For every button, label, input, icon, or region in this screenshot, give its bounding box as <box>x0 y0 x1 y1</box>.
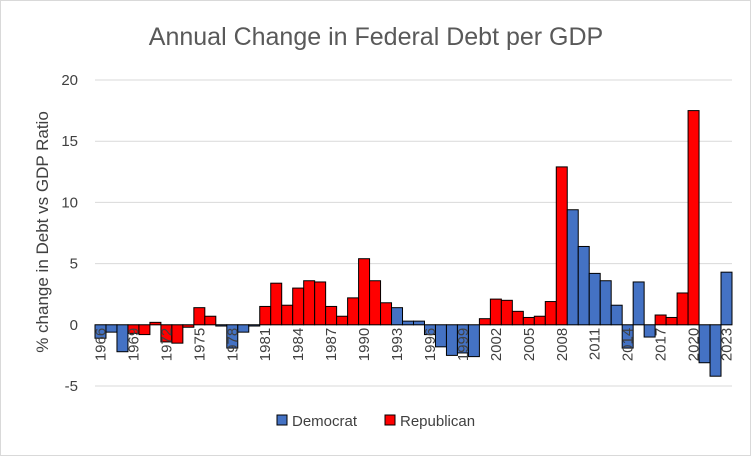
bar-2016 <box>643 324 656 338</box>
bar-1971 <box>149 321 162 326</box>
bar-1985 <box>303 280 316 326</box>
bar-2018 <box>665 316 678 326</box>
bar-2011 <box>588 272 601 326</box>
y-tick-label: 5 <box>70 256 78 273</box>
x-tick-label: 1981 <box>257 328 274 361</box>
bar-1981 <box>259 305 272 326</box>
bar-2020 <box>687 110 700 326</box>
bar-1976 <box>204 315 217 326</box>
bar-1973 <box>171 324 184 344</box>
legend-label-republican: Republican <box>400 413 475 430</box>
x-tick-labels: 1966 1969 1972 1975 1978 1981 1984 1987 1990 1993… <box>92 328 735 361</box>
y-tick-label: 0 <box>70 317 78 334</box>
bar-1987 <box>325 305 338 326</box>
bar-1980 <box>248 324 261 327</box>
bar-1993 <box>391 307 404 326</box>
bars <box>94 110 733 377</box>
x-tick-label: 1987 <box>323 328 340 361</box>
x-tick-label: 1972 <box>158 328 175 361</box>
bar-2019 <box>676 292 689 326</box>
x-tick-label: 2017 <box>653 328 670 361</box>
bar-2006 <box>533 315 546 326</box>
y-tick-label: -5 <box>65 378 78 395</box>
x-tick-label: 2011 <box>587 328 604 360</box>
bar-2007 <box>544 301 557 326</box>
bar-2001 <box>478 318 491 326</box>
bar-2000 <box>467 324 480 358</box>
bar-1992 <box>380 302 393 326</box>
bar-2017 <box>654 314 667 326</box>
x-tick-label: 1969 <box>125 328 142 361</box>
x-tick-label: 2002 <box>488 328 505 361</box>
bar-1988 <box>336 315 349 326</box>
y-tick-label: 10 <box>61 194 78 211</box>
legend-swatch-democrat <box>276 414 288 426</box>
x-tick-label: 1984 <box>290 328 307 361</box>
bar-2009 <box>566 209 579 326</box>
bar-1995 <box>413 320 425 326</box>
bar-2022 <box>709 324 722 377</box>
bar-1979 <box>237 324 250 333</box>
bar-2014 <box>621 324 634 349</box>
bar-1975 <box>193 307 206 326</box>
bar-2013 <box>610 304 623 326</box>
x-tick-label: 2014 <box>620 328 637 361</box>
x-tick-label: 1966 <box>92 328 109 361</box>
bar-1978 <box>226 324 239 349</box>
bar-1990 <box>358 258 371 326</box>
legend-label-democrat: Democrat <box>292 413 358 430</box>
bar-2004 <box>511 310 524 326</box>
bar-1970 <box>138 324 151 336</box>
bar-1986 <box>314 281 327 326</box>
bar-2002 <box>489 298 502 326</box>
bar-1977 <box>215 324 228 327</box>
bar-1991 <box>369 280 382 326</box>
y-tick-label: 15 <box>61 133 78 150</box>
bar-2015 <box>632 281 645 326</box>
bar-1994 <box>402 320 415 326</box>
x-tick-label: 1999 <box>455 328 472 361</box>
y-tick-label: 20 <box>61 72 78 89</box>
bar-1984 <box>292 287 305 326</box>
bar-1974 <box>182 324 195 328</box>
x-tick-label: 2023 <box>719 328 736 361</box>
bar-1989 <box>347 297 360 326</box>
bar-1983 <box>281 304 294 326</box>
y-tick-labels: 20 15 10 5 0 -5 <box>61 72 78 395</box>
legend: Democrat Republican <box>276 413 475 430</box>
legend-swatch-republican <box>384 414 396 426</box>
bar-1982 <box>270 282 283 326</box>
y-axis-label: % change in Debt vs GDP Ratio <box>33 111 52 353</box>
bar-2023 <box>720 271 733 326</box>
bar-2003 <box>500 299 513 326</box>
x-tick-label: 1996 <box>422 328 439 361</box>
bar-2008 <box>555 166 568 326</box>
bar-1968 <box>116 324 129 353</box>
bar-2012 <box>599 280 612 326</box>
x-tick-label: 1990 <box>356 328 373 361</box>
x-tick-label: 1975 <box>191 328 208 361</box>
x-tick-label: 1993 <box>389 328 406 361</box>
bar-2010 <box>577 245 590 326</box>
x-tick-label: 2005 <box>521 328 538 361</box>
x-tick-label: 2020 <box>686 328 703 361</box>
chart-title: Annual Change in Federal Debt per GDP <box>149 23 603 51</box>
x-tick-label: 1978 <box>224 328 241 361</box>
x-tick-label: 2008 <box>554 328 571 361</box>
bar-2005 <box>522 316 535 326</box>
